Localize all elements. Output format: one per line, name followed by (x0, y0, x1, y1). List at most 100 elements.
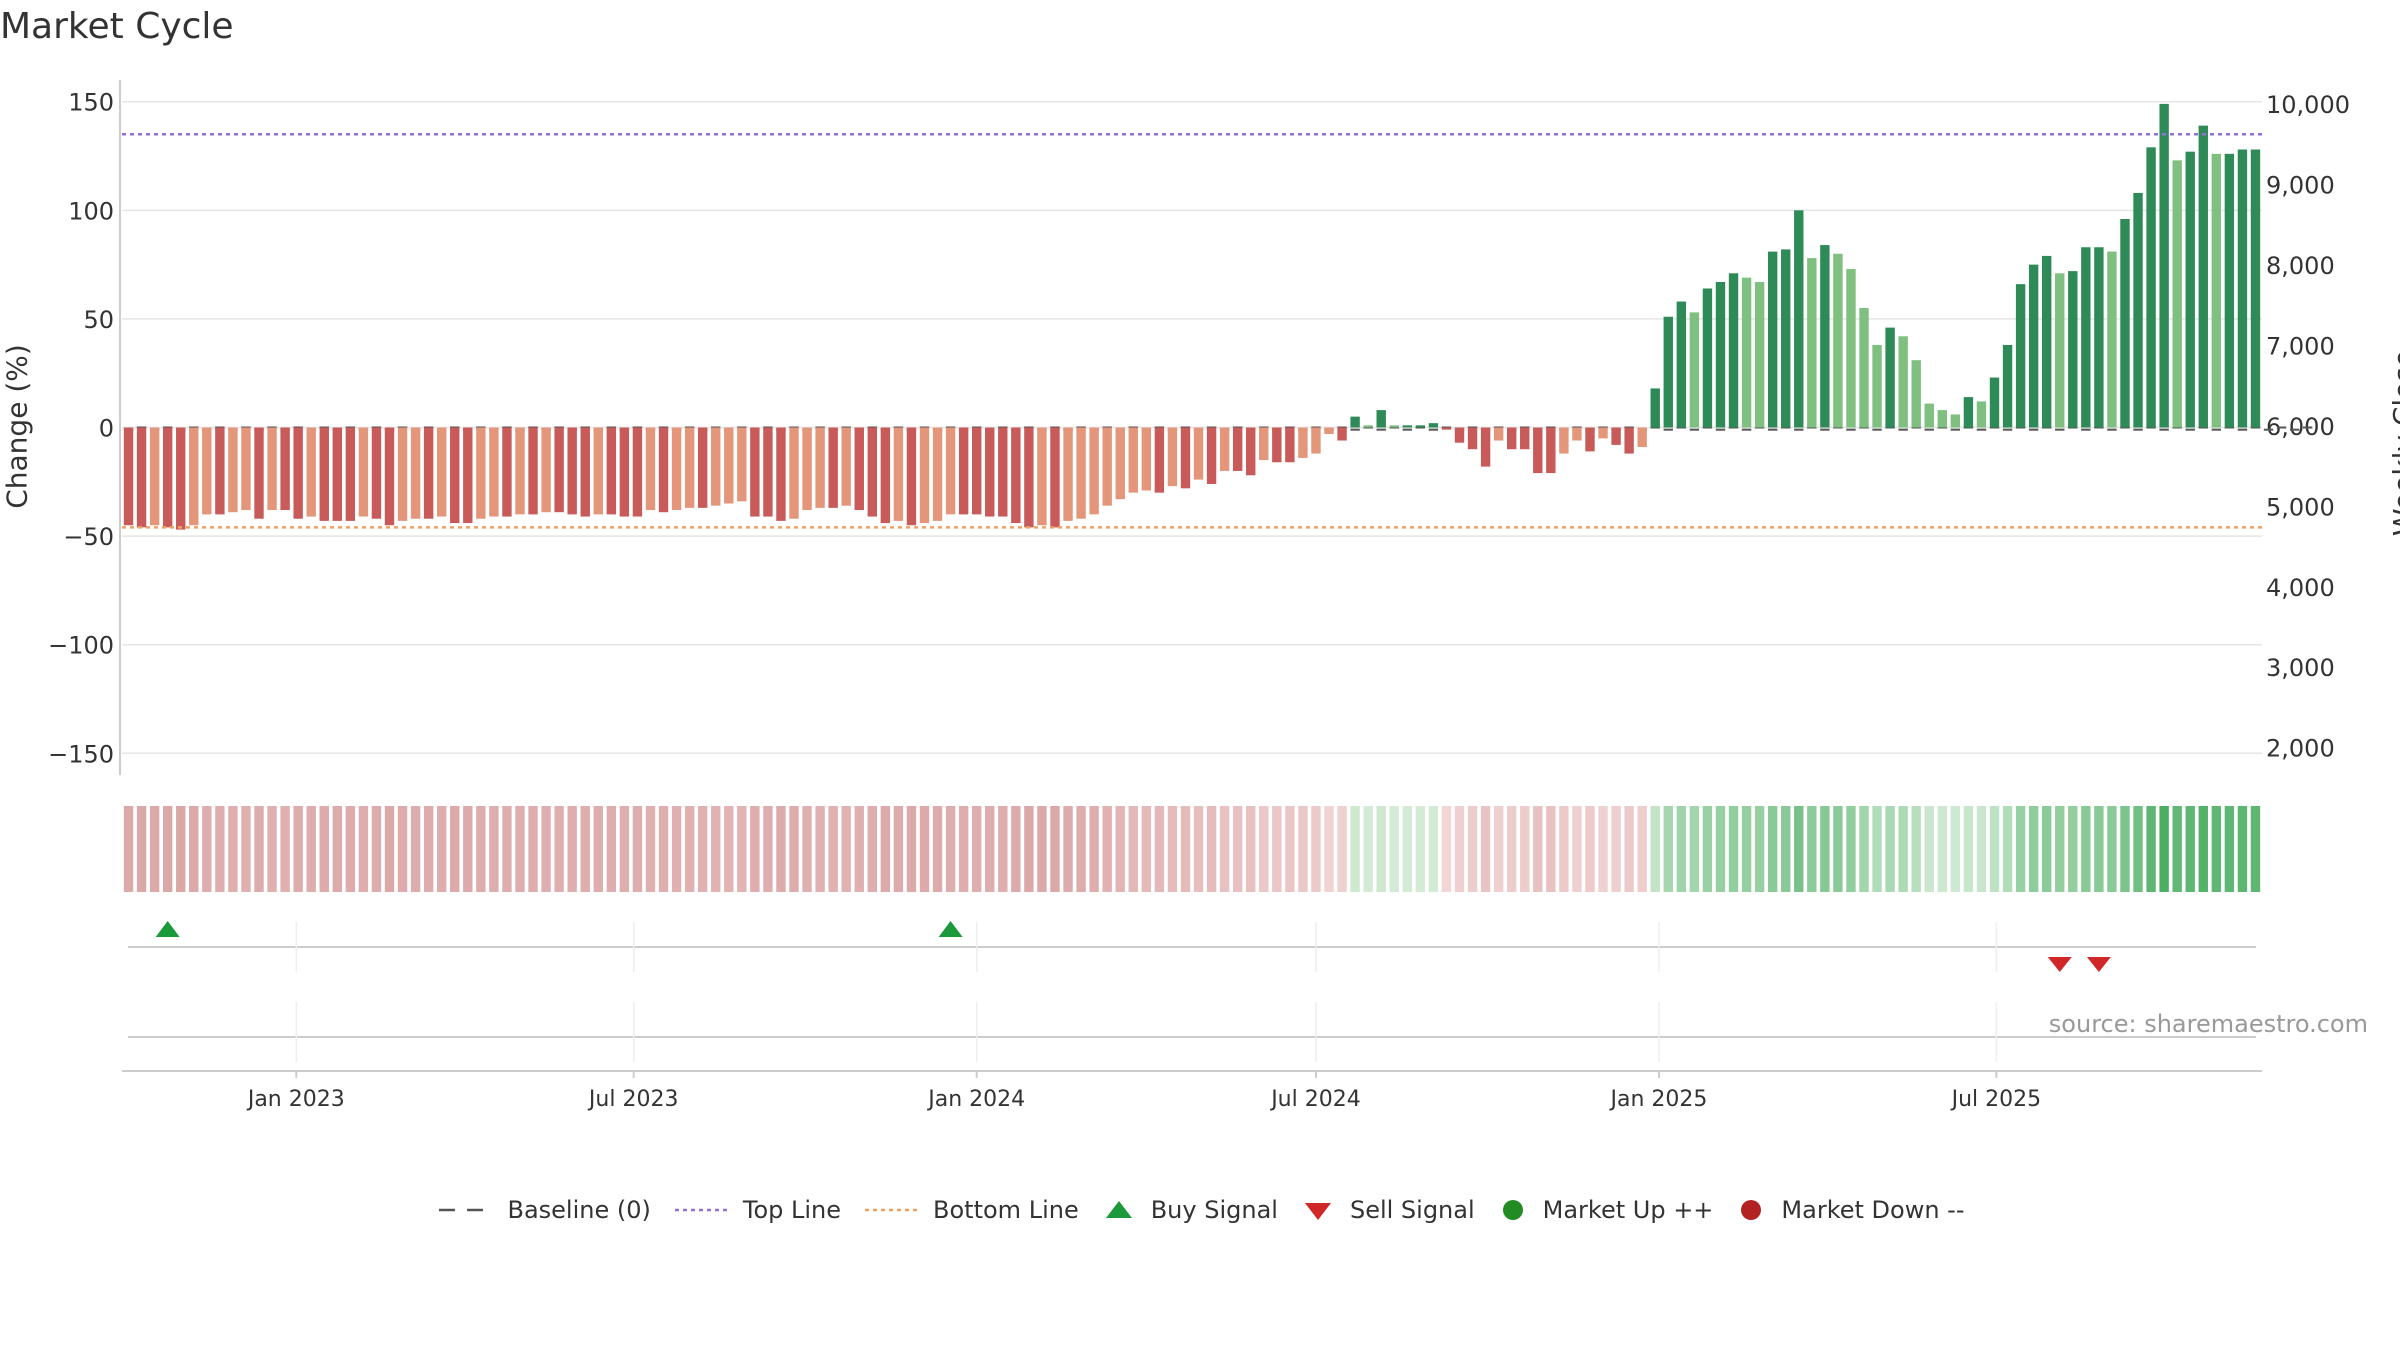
bar (2211, 153, 2222, 428)
bar (410, 427, 421, 519)
bar (228, 427, 238, 513)
heat-cell (567, 806, 577, 892)
y-tick-label-right: 9,000 (2266, 172, 2335, 200)
heat-cell (1298, 806, 1308, 892)
bar (854, 427, 864, 511)
heat-cell (1076, 806, 1086, 892)
bar (1533, 427, 1543, 474)
bar (280, 427, 290, 511)
bar (1415, 425, 1426, 428)
heat-cell (2211, 806, 2222, 892)
y-ticks-right: 10,000 9,000 8,000 7,000 6,000 5,000 4,000 3,00… (2266, 91, 2350, 763)
bar (945, 427, 956, 515)
bar (436, 427, 447, 517)
bar (684, 427, 695, 508)
bar (1989, 377, 2000, 428)
heat-cell (1950, 806, 1961, 892)
x-tick-label: Jul 2024 (1269, 1087, 1361, 1112)
heat-cell (593, 806, 603, 892)
heat-cell (515, 806, 525, 892)
bar (1885, 327, 1895, 428)
bar (919, 427, 930, 524)
bar (423, 427, 434, 519)
heat-cell (671, 806, 682, 892)
heat-cell (1324, 806, 1334, 892)
heat-cell (2055, 806, 2065, 892)
signal-panel (122, 921, 2262, 1072)
heat-cell (189, 806, 199, 892)
heat-cell (1833, 806, 1843, 892)
bar (841, 427, 851, 506)
heat-cell (371, 806, 382, 892)
bar (632, 427, 643, 517)
bar (1715, 281, 1726, 428)
bar (1115, 427, 1125, 500)
heat-cell (502, 806, 512, 892)
heat-cell (215, 806, 225, 892)
heat-cell (1063, 806, 1073, 892)
legend-label-bottom-line: Bottom Line (933, 1196, 1079, 1224)
bar (1246, 427, 1256, 476)
heat-cell (606, 806, 617, 892)
heat-cell (1102, 806, 1112, 892)
bar (345, 427, 356, 521)
bar (1506, 427, 1517, 450)
bar (241, 427, 251, 511)
heat-cell (684, 806, 695, 892)
legend: Baseline (0) Top Line Bottom Line Buy Si… (0, 1196, 2400, 1224)
heat-cell (985, 806, 995, 892)
bar (906, 427, 917, 526)
heat-cell (828, 806, 838, 892)
heat-cell (1781, 806, 1791, 892)
bar (1219, 427, 1230, 471)
legend-label-sell: Sell Signal (1349, 1196, 1475, 1224)
bar (1611, 427, 1621, 445)
bar (1193, 427, 1204, 480)
heat-cell (554, 806, 564, 892)
y-tick-label-right: 4,000 (2266, 574, 2335, 602)
y-tick-label-right: 2,000 (2266, 735, 2335, 763)
heat-cell (1872, 806, 1882, 892)
bar (1741, 277, 1752, 428)
bar (149, 427, 160, 526)
heat-cell (1428, 806, 1439, 892)
bar (332, 427, 343, 521)
legend-swatch-top-line (674, 1208, 727, 1212)
sell-signal-marker (2086, 957, 2111, 972)
y-tick-label-right: 8,000 (2266, 252, 2335, 280)
heat-cell (293, 806, 303, 892)
heat-cell (384, 806, 395, 892)
bar (606, 427, 617, 515)
bar (1389, 425, 1399, 428)
heat-cell (2172, 806, 2182, 892)
heat-cell (1089, 806, 1099, 892)
legend-label-baseline: Baseline (0) (507, 1196, 651, 1224)
heat-cell (1259, 806, 1269, 892)
heat-cell (280, 806, 290, 892)
bar (2055, 273, 2065, 428)
y-tick-label-right: 6,000 (2266, 413, 2335, 441)
bar (1794, 210, 1804, 428)
bar (789, 427, 799, 519)
heat-cell (1650, 806, 1660, 892)
heat-cell (1376, 806, 1386, 892)
bar (528, 427, 538, 515)
heat-cell (1337, 806, 1347, 892)
bar (2094, 247, 2104, 428)
bar (2146, 147, 2156, 428)
heat-cell (998, 806, 1008, 892)
bar (776, 427, 786, 521)
bar (1441, 427, 1452, 430)
bar (2081, 247, 2091, 428)
bar (1402, 425, 1413, 428)
y-tick-label-right: 5,000 (2266, 493, 2335, 521)
bar (802, 427, 812, 511)
heat-cell (410, 806, 421, 892)
heat-cell (737, 806, 747, 892)
heat-cell (1206, 806, 1217, 892)
y-tick-label-right: 10,000 (2266, 91, 2350, 119)
bar (1872, 344, 1882, 428)
heat-cell (436, 806, 447, 892)
y-tick-label-right: 3,000 (2266, 654, 2335, 682)
heat-cell (1389, 806, 1399, 892)
